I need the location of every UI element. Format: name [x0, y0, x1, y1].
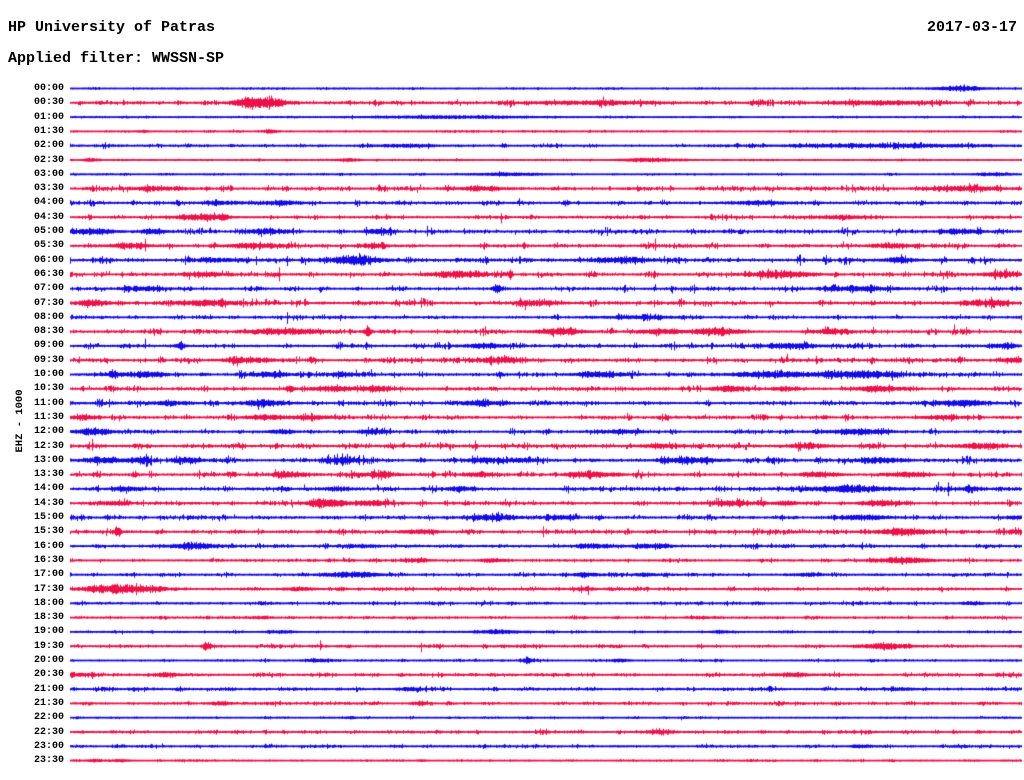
- trace-time-label: 19:30: [33, 640, 64, 652]
- trace-time-label: 01:30: [33, 125, 64, 137]
- trace-time-label: 22:30: [33, 726, 64, 738]
- trace-time-label: 16:30: [33, 554, 64, 566]
- channel-scale-label: EHZ - 1000: [14, 389, 26, 453]
- trace-time-label: 11:30: [33, 411, 64, 423]
- trace-time-label: 06:00: [33, 254, 64, 266]
- trace-time-label: 20:00: [33, 655, 64, 666]
- trace-time-label: 20:30: [33, 669, 64, 681]
- trace-time-label: 18:00: [33, 597, 64, 609]
- trace-time-label: 03:30: [33, 183, 64, 195]
- trace-time-label: 00:00: [33, 83, 64, 94]
- trace-time-label: 14:30: [33, 497, 64, 509]
- trace-time-label: 11:00: [33, 397, 64, 409]
- trace-time-label: 07:00: [33, 283, 64, 295]
- trace-time-label: 03:00: [33, 168, 64, 180]
- trace-time-label: 01:00: [33, 111, 64, 123]
- trace-time-label: 18:30: [33, 612, 64, 624]
- trace-time-label: 12:00: [33, 426, 64, 438]
- trace-time-label: 05:00: [33, 226, 64, 237]
- trace-time-label: 09:00: [33, 340, 64, 352]
- trace-time-label: 21:30: [33, 697, 64, 709]
- trace-time-label: 02:00: [33, 140, 64, 152]
- trace-time-label: 06:30: [33, 268, 64, 280]
- trace-time-label: 07:30: [33, 297, 64, 309]
- trace-time-label: 04:30: [33, 211, 64, 223]
- trace-time-label: 23:00: [33, 740, 64, 752]
- time-label-column: 00:00 00:30 01:00 01:30 02:00 02:30 03:00 03:30…: [0, 0, 64, 780]
- trace-time-label: 10:30: [33, 383, 64, 395]
- trace-time-label: 15:30: [33, 526, 64, 538]
- trace-time-label: 22:00: [33, 712, 64, 724]
- trace-time-label: 02:30: [33, 154, 64, 166]
- trace-time-label: 13:00: [33, 454, 64, 466]
- trace-time-label: 19:00: [33, 626, 64, 638]
- trace-time-label: 04:00: [33, 197, 64, 209]
- trace-time-label: 15:00: [33, 512, 64, 523]
- trace-time-label: 08:00: [33, 311, 64, 323]
- trace-time-label: 17:00: [33, 569, 64, 581]
- trace-time-label: 14:00: [33, 483, 64, 495]
- trace-time-label: 13:30: [33, 469, 64, 481]
- trace-time-label: 17:30: [33, 583, 64, 595]
- trace-time-label: 16:00: [33, 540, 64, 552]
- trace-time-label: 00:30: [33, 97, 64, 109]
- trace-time-label: 09:30: [33, 354, 64, 366]
- trace-time-label: 23:30: [33, 755, 64, 767]
- trace-time-label: 10:00: [33, 369, 64, 380]
- trace-time-label: 12:30: [33, 440, 64, 452]
- trace-time-label: 05:30: [33, 240, 64, 252]
- trace-time-label: 21:00: [33, 683, 64, 695]
- trace-time-label: 08:30: [33, 326, 64, 338]
